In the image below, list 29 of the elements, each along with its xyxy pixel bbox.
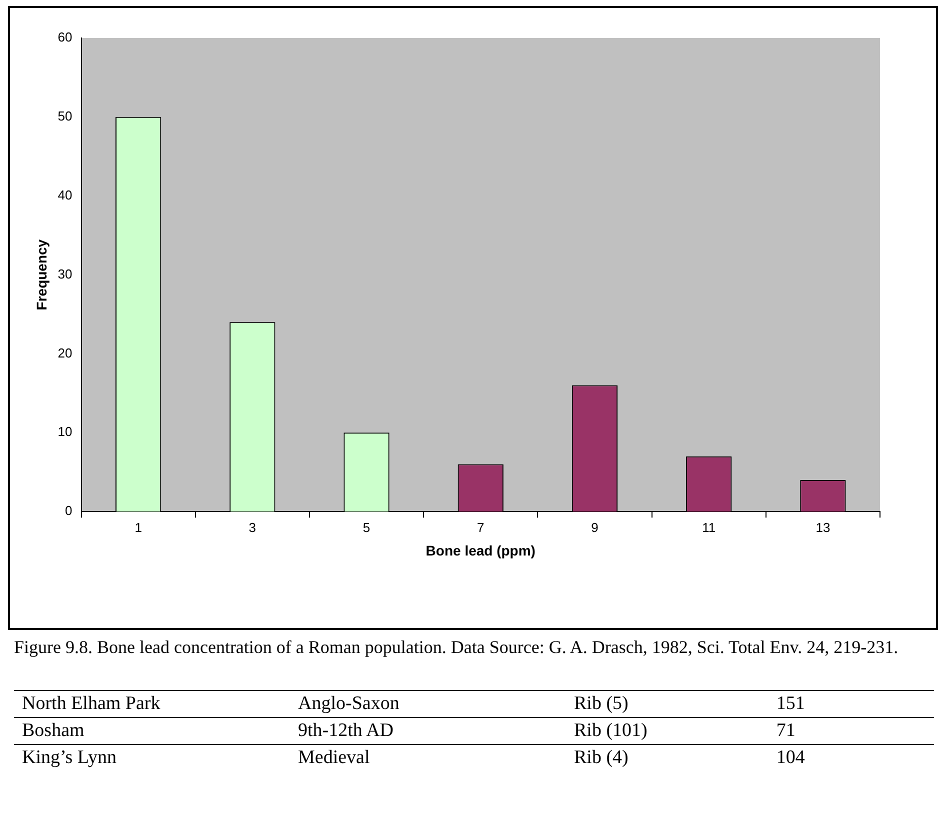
y-axis-title: Frequency — [33, 239, 50, 310]
y-tick-label: 50 — [58, 108, 72, 124]
text: Bosham — [14, 718, 290, 744]
text: Anglo-Saxon — [290, 690, 566, 718]
x-tick-label: 7 — [477, 520, 484, 535]
text: Rib (101) — [566, 718, 768, 744]
y-tick-label: 60 — [58, 30, 72, 45]
x-tick-label: 5 — [362, 520, 370, 535]
text: Rib (5) — [566, 690, 768, 718]
text: 151 — [768, 690, 934, 718]
y-tick-label: 0 — [65, 503, 72, 518]
text: 9th-12th AD — [290, 718, 566, 744]
y-tick-label: 40 — [58, 187, 72, 202]
caption: Figure 9.8. Bone lead concentration of a Roman population. Data Source: G. A. Drasch, 1982, Sci. Total Env. 24, 219-231. — [14, 636, 900, 658]
text: 104 — [768, 744, 934, 771]
text: King’s Lynn — [14, 744, 290, 771]
y-tick-label: 30 — [58, 266, 72, 282]
text: Medieval — [290, 744, 566, 771]
x-tick-label: 9 — [591, 520, 598, 535]
text: North Elham Park — [14, 690, 290, 718]
x-axis-title: Bone lead (ppm) — [426, 542, 536, 558]
y-tick-label: 10 — [58, 424, 72, 440]
x-tick-label: 1 — [134, 520, 142, 535]
x-tick-label: 11 — [702, 520, 716, 535]
text: 71 — [768, 718, 934, 744]
y-tick-label: 20 — [58, 345, 72, 360]
x-tick-label: 13 — [816, 520, 830, 535]
text: Rib (4) — [566, 744, 768, 771]
x-tick-label: 3 — [248, 520, 256, 535]
